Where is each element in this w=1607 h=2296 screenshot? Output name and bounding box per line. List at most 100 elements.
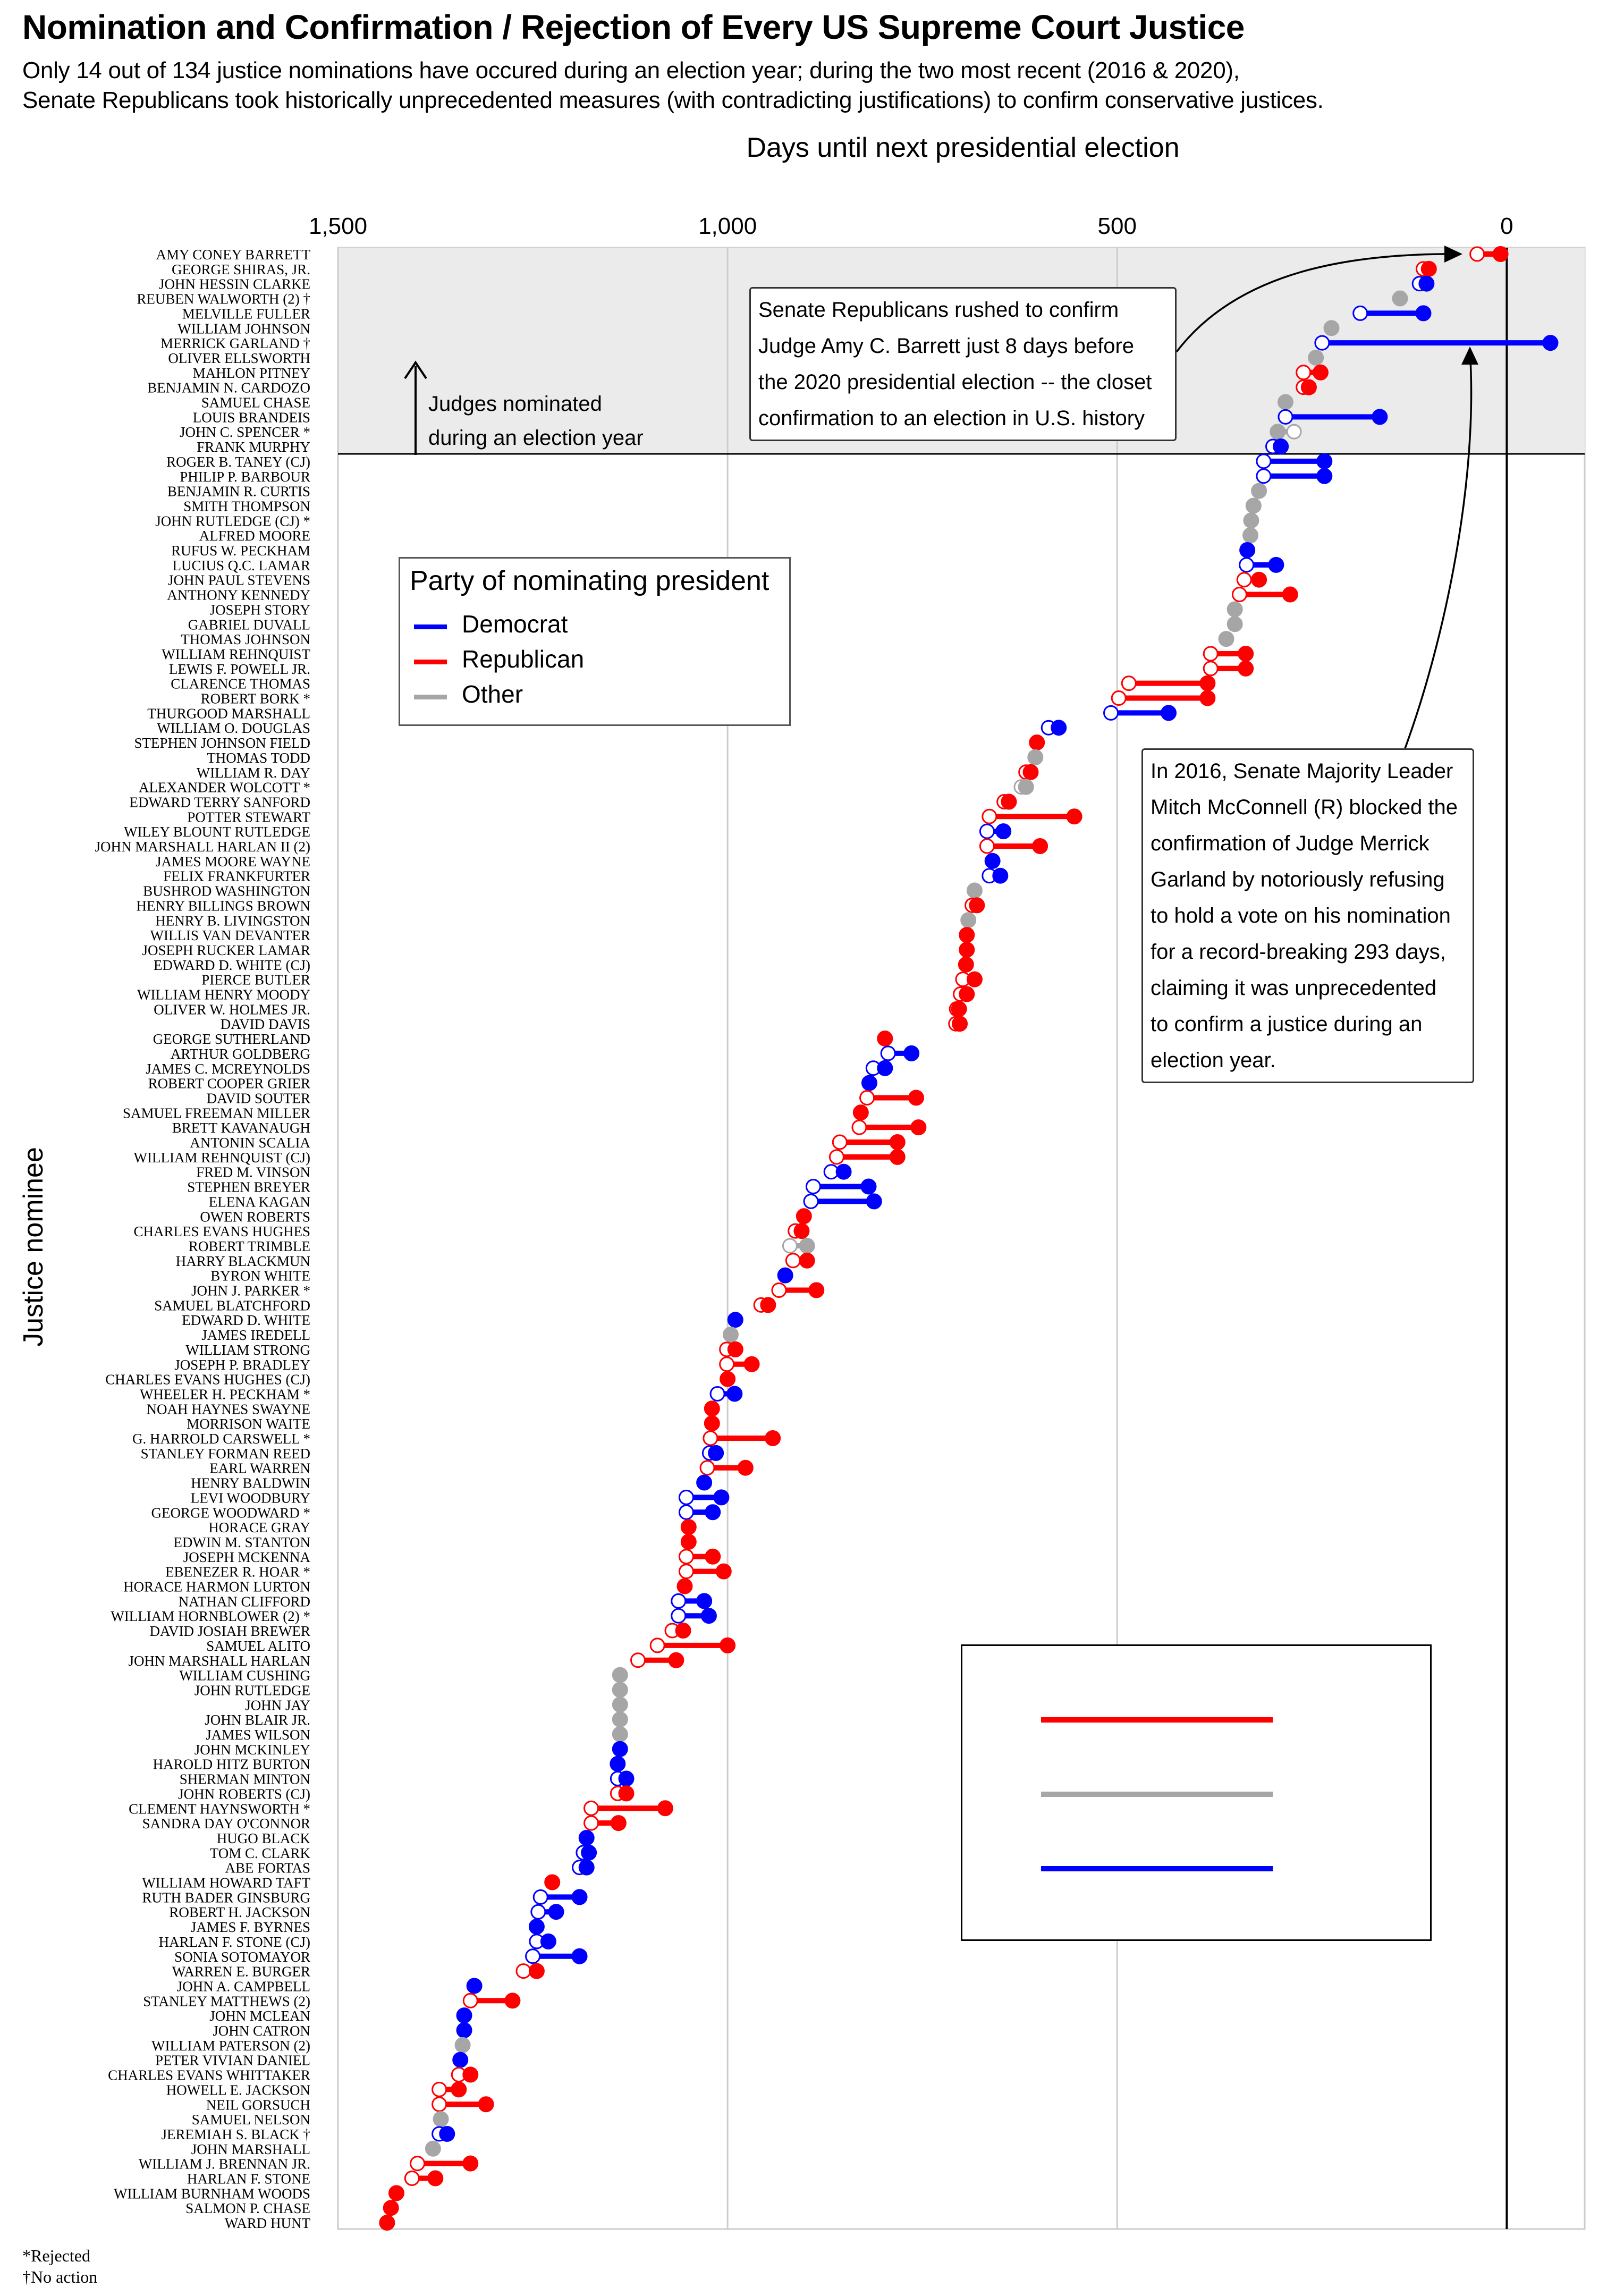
decision-point: [705, 1504, 721, 1521]
nomination-point: [678, 1564, 694, 1580]
y-tick-label: BRETT KAVANAUGH: [172, 1120, 310, 1136]
decision-point: [696, 1474, 713, 1491]
y-tick-label: GEORGE SHIRAS, JR.: [172, 261, 310, 277]
decision-point: [969, 897, 985, 914]
y-tick-label: HORACE GRAY: [208, 1520, 310, 1535]
decision-point: [1242, 527, 1258, 544]
y-tick-label: WILLIS VAN DEVANTER: [150, 927, 311, 943]
decision-point: [379, 2215, 395, 2231]
decision-point: [861, 1075, 877, 1091]
nomination-point: [785, 1253, 801, 1269]
y-tick-label: WILLIAM STRONG: [185, 1342, 310, 1358]
decision-point: [1270, 424, 1286, 440]
decision-point: [852, 1104, 869, 1121]
decision-point: [866, 1193, 882, 1210]
decision-point: [877, 1031, 893, 1047]
decision-point: [1268, 556, 1284, 573]
decision-point: [808, 1282, 825, 1298]
nomination-point: [583, 1815, 599, 1831]
nomination-point: [1469, 246, 1485, 262]
nomination-point: [859, 1090, 875, 1105]
decision-point: [676, 1578, 693, 1594]
nomination-point: [771, 1282, 787, 1298]
decision-point: [1542, 335, 1559, 351]
color-key-other-line: [1041, 1792, 1273, 1797]
decision-point: [456, 2007, 472, 2024]
decision-point: [528, 1919, 545, 1935]
decision-point: [578, 1859, 595, 1876]
decision-point: [610, 1815, 627, 1831]
y-tick-label: SAMUEL FREEMAN MILLER: [123, 1105, 310, 1121]
decision-point: [726, 1386, 743, 1402]
y-tick-label: HARLAN F. STONE (CJ): [159, 1934, 310, 1950]
y-tick-label: STANLEY FORMAN REED: [141, 1446, 310, 1462]
nomination-point: [719, 1356, 735, 1372]
decision-point: [952, 1016, 968, 1032]
decision-point: [571, 1889, 588, 1905]
y-tick-label: EDWIN M. STANTON: [173, 1534, 310, 1550]
y-tick-label: SMITH THOMPSON: [183, 498, 310, 514]
nomination-point: [982, 808, 997, 824]
y-tick-label: WHEELER H. PECKHAM *: [140, 1386, 310, 1402]
nomination-point: [1256, 468, 1272, 484]
y-tick-label: BUSHROD WASHINGTON: [143, 883, 310, 899]
x-axis-title: Days until next presidential election: [746, 132, 1180, 163]
annotation-barrett: Senate Republicans rushed to confirm Judg…: [749, 287, 1177, 441]
y-tick-label: JOHN PAUL STEVENS: [168, 572, 310, 588]
decision-point: [704, 1415, 720, 1432]
decision-point: [612, 1667, 628, 1683]
y-tick-label: EARL WARREN: [209, 1461, 310, 1476]
y-tick-label: JOHN MARSHALL HARLAN: [128, 1653, 310, 1669]
annotation-barrett-line-3: the 2020 presidential election -- the cl…: [758, 370, 1152, 394]
decision-point: [966, 882, 983, 899]
x-tick-label: 500: [1098, 213, 1137, 239]
y-tick-label: LUCIUS Q.C. LAMAR: [172, 558, 310, 573]
y-tick-label: THOMAS JOHNSON: [181, 631, 310, 647]
decision-point: [1227, 601, 1243, 618]
decision-point: [1018, 779, 1034, 795]
y-tick-label: HORACE HARMON LURTON: [123, 1579, 310, 1595]
y-tick-label: JAMES IREDELL: [201, 1327, 310, 1343]
y-tick-label: HENRY BALDWIN: [191, 1475, 310, 1491]
y-tick-label: SALMON P. CHASE: [185, 2200, 310, 2216]
decision-point: [705, 1548, 721, 1565]
annotation-garland-line-3: confirmation of Judge Merrick: [1151, 832, 1430, 855]
y-tick-label: LEVI WOODBURY: [191, 1490, 310, 1506]
footnote-no-action: †No action: [22, 2267, 98, 2286]
nomination-point: [832, 1134, 848, 1150]
y-tick-label: JOHN MCKINLEY: [194, 1742, 310, 1758]
decision-point: [910, 1119, 927, 1136]
annotation-garland-line-5: to hold a vote on his nomination: [1151, 904, 1451, 927]
y-tick-label: G. HARROLD CARSWELL *: [132, 1431, 310, 1447]
y-tick-label: JOHN RUTLEDGE: [194, 1682, 310, 1698]
y-tick-label: SAMUEL CHASE: [201, 395, 310, 411]
decision-point: [1316, 453, 1333, 469]
y-tick-label: JOSEPH P. BRADLEY: [174, 1357, 310, 1373]
nomination-point: [671, 1593, 687, 1609]
decision-point: [1238, 660, 1254, 677]
decision-point: [1243, 512, 1259, 529]
y-tick-label: HUGO BLACK: [217, 1830, 311, 1846]
y-tick-label: JAMES MOORE WAYNE: [156, 854, 310, 870]
nomination-point: [515, 1963, 531, 1979]
nomination-point: [1203, 646, 1219, 662]
decision-point: [727, 1312, 743, 1328]
decision-point: [889, 1134, 906, 1150]
decision-point: [696, 1593, 713, 1609]
nomination-point: [404, 2171, 420, 2186]
y-tick-label: DAVID SOUTER: [207, 1090, 310, 1106]
decision-point: [765, 1430, 781, 1446]
decision-point: [544, 1874, 561, 1890]
decision-point: [959, 941, 975, 958]
y-tick-label: MERRICK GARLAND †: [160, 335, 310, 351]
nomination-point: [678, 1489, 694, 1505]
nomination-point: [1239, 557, 1255, 573]
y-tick-label: WILEY BLOUNT RUTLEDGE: [124, 824, 310, 840]
nomination-point: [532, 1889, 548, 1905]
color-key-republican-line: [1041, 1717, 1273, 1723]
decision-point: [720, 1637, 736, 1653]
y-tick-label: JAMES WILSON: [206, 1727, 310, 1743]
decision-point: [889, 1149, 906, 1165]
y-tick-label: PETER VIVIAN DANIEL: [155, 2053, 310, 2069]
legend-label-republican: Republican: [462, 645, 585, 673]
